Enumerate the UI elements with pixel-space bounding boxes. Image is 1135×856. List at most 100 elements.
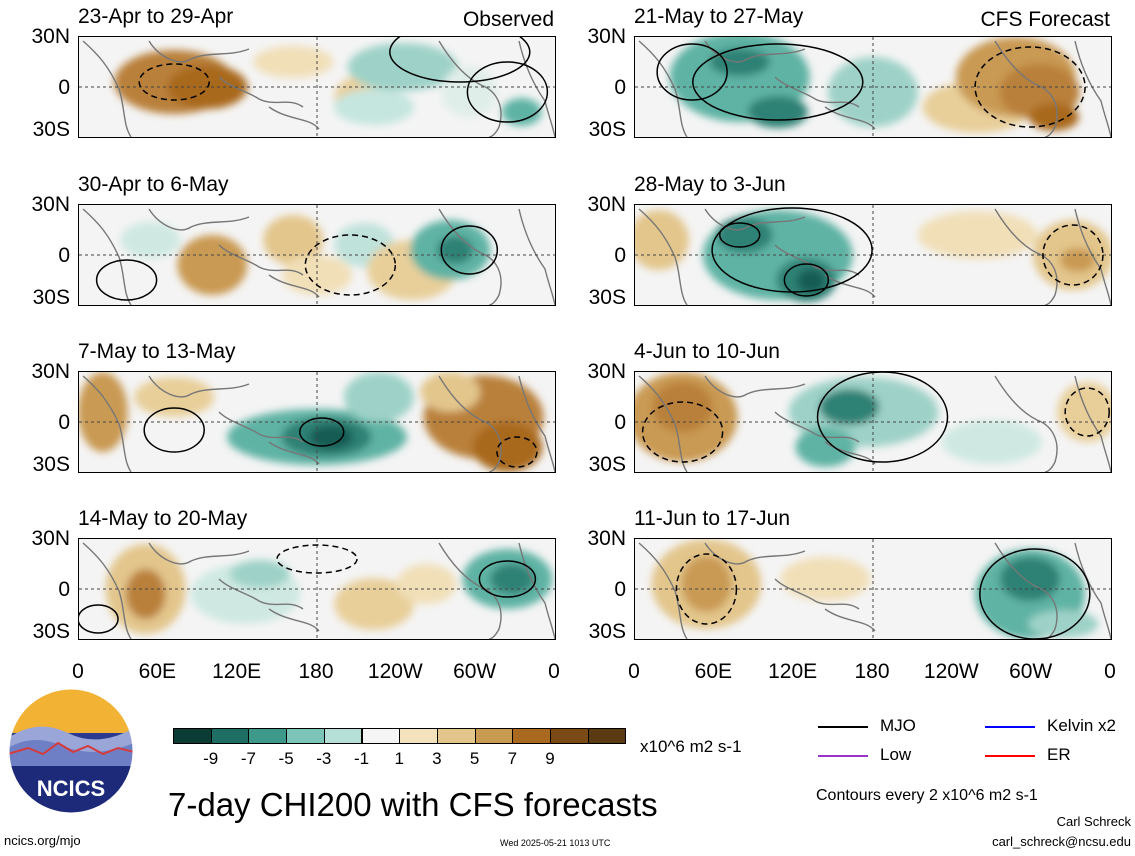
footer-url[interactable]: ncics.org/mjo [4,833,81,848]
mjo-contour [974,46,1086,128]
panel-tag: Observed [462,8,554,31]
map-panel [634,538,1112,640]
panel-tag: CFS Forecast [980,8,1110,31]
mjo-contour [641,401,724,463]
lat-label: 0 [58,411,70,434]
mjo-contour [496,436,538,468]
lat-label: 30S [588,118,626,141]
lat-label: 0 [58,76,70,99]
colorbar-label: 1 [394,749,404,768]
panel-title: 21-May to 27-May [634,5,804,28]
lat-label: 30N [31,25,70,48]
colorbar-label: 3 [432,749,442,768]
lon-label: 120W [367,660,423,683]
colorbar-swatch [210,728,250,744]
lat-label: 30S [588,453,626,476]
map-field [79,205,555,305]
anomaly-region [942,420,1042,464]
anomaly-region [177,235,248,295]
anomaly-region [309,425,354,449]
coastline [638,542,1111,639]
lat-label: 0 [614,244,626,267]
lat-label: 0 [614,411,626,434]
lat-label: 30S [32,286,70,309]
panel-title: 11-Jun to 17-Jun [634,507,791,530]
lat-label: 30S [588,620,626,643]
lon-label: 60W [1009,660,1053,683]
mjo-contour [138,63,210,101]
legend-label: Low [880,745,912,764]
anomaly-region [282,255,352,295]
mjo-contour [143,407,205,453]
lon-label: 180 [854,660,890,683]
legend-label: ER [1047,745,1071,764]
lat-label: 0 [58,244,70,267]
map-panel [78,538,556,640]
map-field [635,205,1111,305]
anomaly-region [795,427,856,467]
mjo-contour [1042,224,1104,286]
anomaly-region [437,236,474,264]
coastline [82,375,555,472]
anomaly-region [780,557,871,601]
map-field [635,37,1111,137]
lat-label: 30S [588,286,626,309]
lat-label: 0 [58,578,70,601]
lat-label: 30N [31,527,70,550]
anomaly-region [635,210,689,270]
anomaly-region [334,89,415,125]
panel-title: 28-May to 3-Jun [634,173,786,196]
anomaly-region [253,46,334,78]
legend-line [818,755,868,757]
mjo-contour [299,417,345,447]
mjo-contour [95,259,158,301]
contour-note: Contours every 2 x10^6 m2 s-1 [816,787,1038,804]
lat-label: 30N [587,527,626,550]
mjo-contour [718,222,761,248]
anomaly-region [334,578,415,630]
lat-label: 30N [31,193,70,216]
colorbar-swatch [512,728,551,744]
colorbar-swatch [173,728,212,744]
lon-label: 180 [298,660,334,683]
legend-label: Kelvin x2 [1047,716,1116,735]
logo-graphic: NCICS [8,688,134,814]
map-field [79,539,555,639]
colorbar-label: 5 [469,749,480,768]
anomaly-region [501,98,542,126]
anomaly-region [1000,557,1061,601]
coastline [82,208,555,305]
colorbar-label: -7 [240,749,256,768]
anomaly-region [134,377,215,417]
lon-label: 60W [453,660,497,683]
colorbar-swatch [587,728,627,744]
anomaly-region [229,560,290,588]
lat-label: 30N [587,193,626,216]
colorbar-label: -3 [316,749,332,768]
panel-title: 30-Apr to 6-May [78,173,229,196]
lat-label: 0 [614,578,626,601]
map-panel [78,36,556,138]
lon-label: 0 [548,660,560,683]
colorbar-label: -5 [278,749,294,768]
colorbar-swatch [248,728,288,744]
anomaly-region [797,269,826,293]
mjo-contour [440,225,499,275]
anomaly-region [681,556,732,612]
coastline [82,542,555,639]
anomaly-region [79,372,128,452]
map-panel [634,36,1112,138]
anomaly-region [125,569,166,619]
mjo-contour [276,544,358,574]
anomaly-region [441,66,498,118]
anomaly-region [396,564,457,604]
footer-email[interactable]: carl_schreck@ncsu.edu [992,834,1131,849]
colorbar-swatch [399,728,438,744]
footer-author: Carl Schreck [1056,814,1131,829]
anomaly-region [652,382,713,432]
anomaly-region [472,422,543,472]
lat-label: 30S [32,620,70,643]
mjo-contour [478,560,537,598]
anomaly-region [1028,103,1079,131]
main-title: 7-day CHI200 with CFS forecasts [168,786,658,823]
